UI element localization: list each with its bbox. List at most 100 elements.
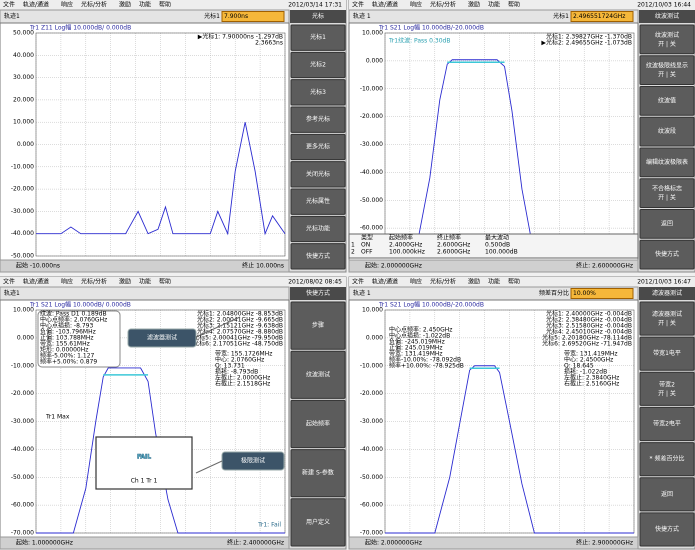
fail-channel: Ch 1 Tr 1 — [131, 478, 158, 485]
softkey[interactable] — [290, 350, 346, 399]
menu-item[interactable]: 激励 — [119, 1, 131, 9]
menu-item[interactable]: 帮助 — [508, 1, 520, 9]
menu-item[interactable]: 响应 — [61, 1, 73, 9]
menu-item[interactable]: 文件 — [352, 1, 364, 9]
sweep-start: 起始 -10.000ns — [16, 262, 60, 270]
menu-item[interactable]: 文件 — [3, 278, 15, 286]
menu-item[interactable]: 激励 — [468, 278, 480, 286]
table-header: 终止频率 — [437, 234, 461, 242]
menu-item[interactable]: 光标/分析 — [81, 278, 107, 286]
chart-area — [348, 22, 639, 261]
ripple-status: Tr1纹波: Pass 0.30dB — [388, 37, 450, 45]
softkey[interactable] — [639, 55, 695, 85]
softkey[interactable] — [290, 399, 346, 449]
softkey-title-bg — [290, 10, 346, 23]
menu-item[interactable]: 激励 — [468, 1, 480, 9]
filter-info: 带宽: 155.61MHz — [40, 340, 90, 348]
softkey[interactable] — [290, 449, 346, 498]
menu-item[interactable]: 光标/分析 — [430, 278, 456, 286]
menu-item[interactable]: 文件 — [352, 278, 364, 286]
softkey[interactable] — [639, 86, 695, 116]
y-tick-label: 10.000 — [13, 119, 34, 126]
softkey-toggle: 开 | 关 — [658, 194, 676, 202]
sweep-start: 起始: 2.000000GHz — [365, 539, 422, 547]
softkey[interactable] — [290, 133, 346, 161]
softkey-label: 起始频率 — [306, 420, 330, 428]
softkey[interactable] — [639, 24, 695, 55]
softkey[interactable] — [639, 512, 695, 547]
softkey-title-bg — [639, 287, 695, 300]
marker-input[interactable] — [221, 11, 285, 22]
softkey[interactable] — [639, 442, 695, 477]
softkey-label: 用户定义 — [306, 518, 330, 526]
y-tick-label: -10.000 — [11, 163, 34, 170]
softkey[interactable] — [639, 336, 695, 371]
softkey-toggle: 开 | 关 — [658, 389, 676, 397]
softkey-label: 光标功能 — [306, 225, 330, 233]
y-tick-label: -40.000 — [360, 446, 383, 453]
filter-info: 带宽: 131.419MHz — [389, 350, 443, 358]
menu-item[interactable]: 帮助 — [159, 1, 171, 9]
menu-item[interactable]: 功能 — [488, 1, 500, 9]
y-tick-label: -30.000 — [360, 141, 383, 148]
menu-item[interactable]: 轨迹/通道 — [23, 1, 49, 9]
menu-item[interactable]: 轨迹/通道 — [372, 278, 398, 286]
softkey[interactable] — [290, 161, 346, 188]
softkey[interactable] — [290, 51, 346, 79]
menu-item[interactable]: 轨迹/通道 — [23, 278, 49, 286]
trace-label: 轨迹1 — [4, 289, 20, 297]
softkey-label: 纹波段 — [658, 127, 676, 135]
softkey[interactable] — [290, 106, 346, 133]
menu-item[interactable]: 光标/分析 — [430, 1, 456, 9]
marker-value: 7.900ns — [224, 13, 248, 20]
softkey[interactable] — [639, 406, 695, 442]
table-cell: 100.000kHz — [389, 249, 425, 256]
softkey[interactable] — [639, 239, 695, 270]
marker-input[interactable] — [570, 288, 634, 299]
softkey[interactable] — [639, 301, 695, 336]
softkey-label: 光标1 — [310, 33, 326, 41]
softkey[interactable] — [290, 498, 346, 547]
softkey[interactable] — [290, 243, 346, 270]
filter-result: Q: 13.731 — [215, 363, 245, 370]
menu-item[interactable]: 帮助 — [508, 278, 520, 286]
menu-item[interactable]: 文件 — [3, 1, 15, 9]
y-tick-label: 0.000 — [366, 57, 383, 64]
menu-item[interactable]: 功能 — [488, 278, 500, 286]
softkey[interactable] — [639, 178, 695, 208]
menu-item[interactable]: 响应 — [61, 278, 73, 286]
menu-item[interactable]: 光标/分析 — [81, 1, 107, 9]
softkey[interactable] — [639, 116, 695, 147]
softkey[interactable] — [639, 371, 695, 406]
marker-readout: 光标1: 2.40000GHz -0.004dB — [546, 310, 632, 318]
softkey[interactable] — [290, 79, 346, 106]
menu-item[interactable]: 轨迹/通道 — [372, 1, 398, 9]
filter-info: 频率-5.00%: 1.127 — [40, 352, 95, 360]
softkey[interactable] — [290, 24, 346, 51]
trace — [36, 367, 285, 534]
trace-info: Tr1 S21 Log幅 10.000dB/-20.000dB — [378, 301, 484, 309]
softkey[interactable] — [290, 301, 346, 350]
marker-input[interactable] — [570, 11, 634, 22]
plot-border — [35, 309, 286, 534]
y-tick-label: 40.000 — [13, 52, 34, 59]
menu-item[interactable]: 响应 — [410, 278, 422, 286]
softkey-toggle: 开 | 关 — [658, 71, 676, 79]
filter-info: 中心点插损: -1.022dB — [389, 332, 450, 340]
menu-item[interactable]: 帮助 — [159, 278, 171, 286]
y-tick-label: 10.000 — [362, 30, 383, 37]
menu-item[interactable]: 激励 — [119, 278, 131, 286]
callout-text: 极限测试 — [241, 457, 265, 465]
softkey[interactable] — [639, 209, 695, 239]
softkey[interactable] — [290, 215, 346, 243]
menu-item[interactable]: 功能 — [139, 278, 151, 286]
softkey[interactable] — [639, 147, 695, 178]
menu-item[interactable]: 响应 — [410, 1, 422, 9]
softkey[interactable] — [290, 188, 346, 215]
table-header: 起始频率 — [389, 234, 413, 242]
marker-tag: Tr1 Max — [45, 414, 70, 421]
marker-readout: ▶光标2: 2.49655GHz -1.073dB — [541, 39, 632, 47]
y-tick-label: 20.000 — [13, 96, 34, 103]
softkey[interactable] — [639, 477, 695, 512]
menu-item[interactable]: 功能 — [139, 1, 151, 9]
